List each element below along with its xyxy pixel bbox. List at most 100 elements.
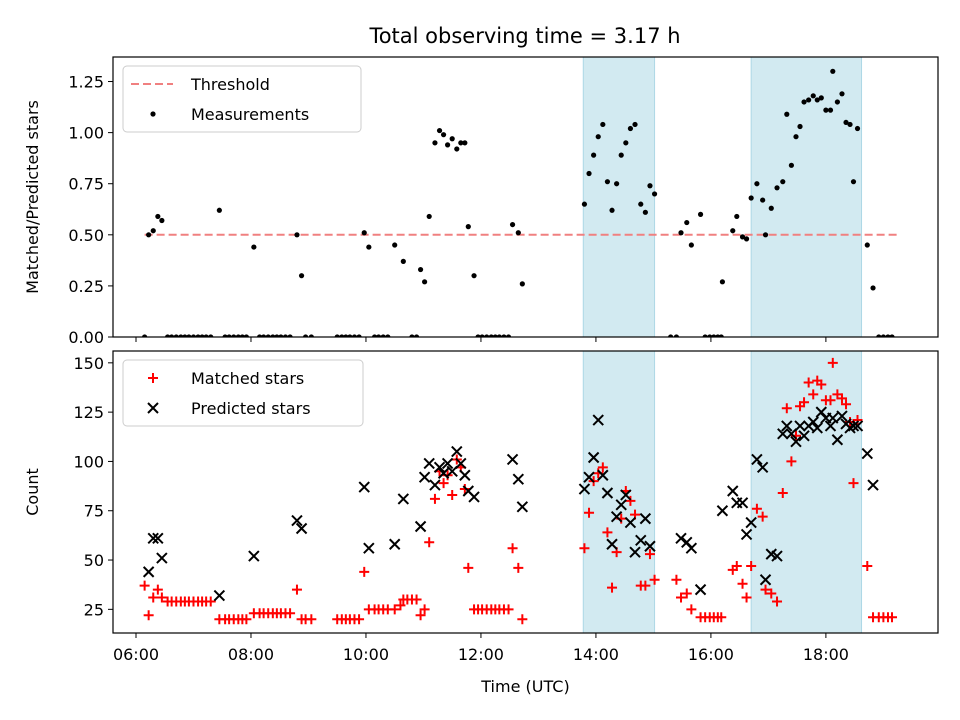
matched-point	[781, 403, 792, 414]
measurement-point	[261, 334, 267, 337]
x-tick-label: 14:00	[573, 645, 619, 664]
measurement-point	[308, 334, 314, 337]
x-tick-label: 10:00	[343, 645, 389, 664]
measurement-point	[827, 107, 834, 113]
measurement-point	[604, 179, 611, 185]
matched-point	[825, 395, 836, 406]
measurement-point	[768, 205, 774, 211]
y-tick-label: 1.00	[68, 124, 104, 143]
y-tick-label: 0.00	[68, 328, 104, 347]
bottom-panel: 25 50 75 100 125 150 06:00 08:00 10:00 12:00 14:00…	[23, 350, 939, 696]
measurement-point	[847, 121, 853, 128]
measurement-point	[195, 334, 201, 337]
predicted-point	[824, 420, 837, 432]
matched-point	[644, 549, 655, 560]
matched-point	[447, 489, 458, 500]
predicted-point	[867, 479, 879, 491]
measurement-point	[270, 334, 276, 337]
predicted-point	[851, 420, 864, 432]
matched-point	[649, 574, 660, 585]
measurement-point	[581, 201, 588, 207]
measurement-point	[707, 334, 713, 337]
measurement-point	[515, 230, 521, 236]
measurement-point	[739, 234, 746, 240]
matched-point	[517, 614, 528, 625]
matched-point	[676, 592, 687, 603]
matched-point	[395, 600, 406, 611]
legend-matched-swatch	[148, 373, 158, 383]
measurement-point	[505, 334, 512, 337]
predicted-point	[771, 550, 783, 562]
matched-point	[841, 399, 852, 410]
plot-frame	[112, 56, 939, 338]
measurement-point	[479, 334, 485, 337]
predicted-point	[516, 501, 529, 513]
predicted-point	[847, 420, 860, 432]
measurement-point	[409, 334, 415, 337]
predicted-point	[694, 583, 707, 596]
matched-point	[205, 596, 216, 607]
measurement-point	[150, 228, 156, 234]
measurement-point	[216, 207, 222, 213]
measurement-point	[614, 181, 620, 187]
measurement-point	[854, 125, 861, 132]
measurement-point	[361, 230, 367, 236]
predicted-point	[363, 542, 375, 554]
predicted-point	[512, 473, 525, 485]
predicted-point	[414, 520, 427, 533]
predicted-point	[583, 471, 595, 483]
measurement-point	[496, 334, 502, 337]
predicted-point	[295, 522, 308, 535]
predicted-point	[152, 532, 164, 545]
predicted-point	[455, 457, 467, 470]
measurement-point	[673, 334, 680, 337]
y-axis-label: Matched/Predicted stars	[23, 100, 42, 294]
predicted-point	[397, 493, 410, 505]
legend: Matched stars Predicted stars	[122, 359, 364, 427]
x-tick-label: 16:00	[688, 645, 734, 664]
y-tick-label: 0.50	[68, 226, 104, 245]
matched-point	[507, 543, 518, 554]
x-tick-label: 12:00	[458, 645, 504, 664]
matched-point	[625, 495, 636, 506]
predicted-point	[147, 532, 159, 545]
measurement-point	[748, 195, 754, 201]
measurement-point	[239, 334, 245, 337]
y-tick-label: 150	[73, 354, 104, 373]
matched-point	[459, 484, 470, 495]
predicted-point	[807, 416, 819, 428]
measurement-point	[586, 170, 592, 177]
predicted-point	[601, 487, 614, 499]
predicted-point	[639, 512, 652, 525]
matched-point	[389, 604, 400, 615]
measurement-point	[823, 107, 829, 113]
matched-point	[848, 478, 859, 489]
matched-point	[852, 415, 863, 426]
measurement-point	[734, 213, 740, 220]
matched-point	[757, 511, 768, 522]
legend-box	[122, 65, 362, 133]
measurement-point	[684, 219, 690, 226]
legend-measurement-swatch	[150, 111, 156, 117]
measurement-point	[380, 334, 386, 337]
measurement-point	[760, 197, 766, 203]
data-layer	[142, 68, 898, 337]
matched-point	[602, 527, 613, 538]
measurement-point	[830, 68, 836, 74]
predicted-point	[429, 479, 441, 491]
measurement-point	[159, 217, 165, 224]
matched-point	[827, 357, 838, 368]
y-tick-label: 0.75	[68, 175, 104, 194]
y-axis-label: Count	[23, 468, 42, 516]
predicted-point	[861, 447, 873, 460]
matched-point	[716, 612, 727, 623]
matched-point	[285, 608, 296, 619]
measurement-point	[190, 334, 197, 337]
matched-point	[143, 610, 154, 621]
measurement-point	[274, 334, 280, 337]
matched-point	[156, 592, 167, 603]
measurement-point	[850, 179, 857, 185]
measurement-point	[668, 334, 674, 337]
measurement-point	[278, 334, 284, 337]
